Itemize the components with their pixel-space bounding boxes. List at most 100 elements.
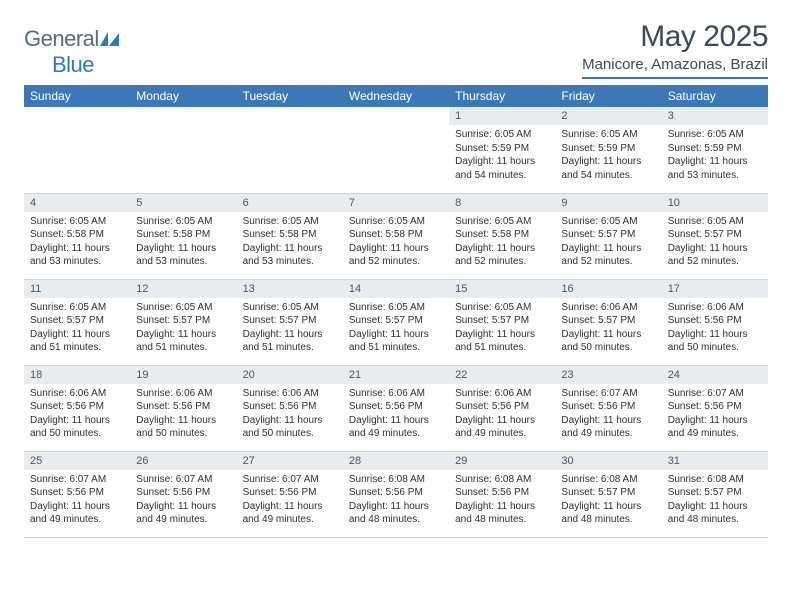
day-number: 15 xyxy=(449,280,555,298)
day-number xyxy=(343,107,449,113)
day-details: Sunrise: 6:05 AMSunset: 5:57 PMDaylight:… xyxy=(24,298,130,359)
day-number: 11 xyxy=(24,280,130,298)
day-details: Sunrise: 6:08 AMSunset: 5:56 PMDaylight:… xyxy=(449,470,555,531)
weekday-header: Sunday xyxy=(24,85,130,107)
daylight-line: Daylight: 11 hours and 53 minutes. xyxy=(243,242,337,269)
sunrise-line: Sunrise: 6:05 AM xyxy=(668,215,762,229)
sunrise-line: Sunrise: 6:05 AM xyxy=(349,301,443,315)
day-details: Sunrise: 6:05 AMSunset: 5:57 PMDaylight:… xyxy=(662,212,768,273)
day-number: 21 xyxy=(343,366,449,384)
calendar-day-cell: 2Sunrise: 6:05 AMSunset: 5:59 PMDaylight… xyxy=(555,107,661,193)
calendar-day-cell: 8Sunrise: 6:05 AMSunset: 5:58 PMDaylight… xyxy=(449,193,555,279)
day-number: 25 xyxy=(24,452,130,470)
daylight-line: Daylight: 11 hours and 50 minutes. xyxy=(136,414,230,441)
daylight-line: Daylight: 11 hours and 50 minutes. xyxy=(30,414,124,441)
sunset-line: Sunset: 5:56 PM xyxy=(136,486,230,500)
sunset-line: Sunset: 5:56 PM xyxy=(455,400,549,414)
calendar-week-row: 11Sunrise: 6:05 AMSunset: 5:57 PMDayligh… xyxy=(24,279,768,365)
day-number: 7 xyxy=(343,194,449,212)
calendar-day-cell: 5Sunrise: 6:05 AMSunset: 5:58 PMDaylight… xyxy=(130,193,236,279)
calendar-day-cell: 20Sunrise: 6:06 AMSunset: 5:56 PMDayligh… xyxy=(237,365,343,451)
daylight-line: Daylight: 11 hours and 52 minutes. xyxy=(561,242,655,269)
sunrise-line: Sunrise: 6:07 AM xyxy=(243,473,337,487)
sunset-line: Sunset: 5:57 PM xyxy=(668,486,762,500)
sunrise-line: Sunrise: 6:06 AM xyxy=(243,387,337,401)
calendar-day-cell: 17Sunrise: 6:06 AMSunset: 5:56 PMDayligh… xyxy=(662,279,768,365)
weekday-header: Tuesday xyxy=(237,85,343,107)
day-number: 13 xyxy=(237,280,343,298)
day-number: 10 xyxy=(662,194,768,212)
daylight-line: Daylight: 11 hours and 53 minutes. xyxy=(668,155,762,182)
day-details: Sunrise: 6:06 AMSunset: 5:57 PMDaylight:… xyxy=(555,298,661,359)
calendar-week-row: 18Sunrise: 6:06 AMSunset: 5:56 PMDayligh… xyxy=(24,365,768,451)
sunrise-line: Sunrise: 6:05 AM xyxy=(455,128,549,142)
calendar-day-cell: 22Sunrise: 6:06 AMSunset: 5:56 PMDayligh… xyxy=(449,365,555,451)
day-details: Sunrise: 6:08 AMSunset: 5:57 PMDaylight:… xyxy=(555,470,661,531)
sunset-line: Sunset: 5:56 PM xyxy=(455,486,549,500)
day-details: Sunrise: 6:08 AMSunset: 5:56 PMDaylight:… xyxy=(343,470,449,531)
weekday-header-row: Sunday Monday Tuesday Wednesday Thursday… xyxy=(24,85,768,107)
weekday-header: Saturday xyxy=(662,85,768,107)
brand-logo: General Blue xyxy=(24,26,120,78)
sunrise-line: Sunrise: 6:07 AM xyxy=(30,473,124,487)
sunrise-line: Sunrise: 6:05 AM xyxy=(30,215,124,229)
calendar-day-cell: 1Sunrise: 6:05 AMSunset: 5:59 PMDaylight… xyxy=(449,107,555,193)
logo-text: General Blue xyxy=(24,26,120,78)
logo-flag-icon xyxy=(100,26,120,52)
daylight-line: Daylight: 11 hours and 50 minutes. xyxy=(561,328,655,355)
day-details: Sunrise: 6:07 AMSunset: 5:56 PMDaylight:… xyxy=(24,470,130,531)
sunrise-line: Sunrise: 6:06 AM xyxy=(349,387,443,401)
day-number: 31 xyxy=(662,452,768,470)
calendar-day-cell xyxy=(237,107,343,193)
day-details: Sunrise: 6:06 AMSunset: 5:56 PMDaylight:… xyxy=(237,384,343,445)
sunset-line: Sunset: 5:59 PM xyxy=(455,142,549,156)
daylight-line: Daylight: 11 hours and 49 minutes. xyxy=(455,414,549,441)
sunset-line: Sunset: 5:56 PM xyxy=(349,486,443,500)
day-details: Sunrise: 6:07 AMSunset: 5:56 PMDaylight:… xyxy=(662,384,768,445)
sunrise-line: Sunrise: 6:08 AM xyxy=(668,473,762,487)
sunset-line: Sunset: 5:56 PM xyxy=(243,486,337,500)
daylight-line: Daylight: 11 hours and 49 minutes. xyxy=(243,500,337,527)
sunset-line: Sunset: 5:58 PM xyxy=(455,228,549,242)
daylight-line: Daylight: 11 hours and 53 minutes. xyxy=(30,242,124,269)
day-details: Sunrise: 6:05 AMSunset: 5:59 PMDaylight:… xyxy=(555,125,661,186)
sunrise-line: Sunrise: 6:05 AM xyxy=(30,301,124,315)
daylight-line: Daylight: 11 hours and 48 minutes. xyxy=(455,500,549,527)
calendar-week-row: 4Sunrise: 6:05 AMSunset: 5:58 PMDaylight… xyxy=(24,193,768,279)
sunset-line: Sunset: 5:58 PM xyxy=(243,228,337,242)
calendar-page: General Blue May 2025 Manicore, Amazonas… xyxy=(0,0,792,558)
calendar-day-cell: 26Sunrise: 6:07 AMSunset: 5:56 PMDayligh… xyxy=(130,451,236,537)
day-number xyxy=(237,107,343,113)
sunrise-line: Sunrise: 6:06 AM xyxy=(136,387,230,401)
calendar-day-cell: 14Sunrise: 6:05 AMSunset: 5:57 PMDayligh… xyxy=(343,279,449,365)
logo-word-2: Blue xyxy=(52,52,94,77)
sunset-line: Sunset: 5:59 PM xyxy=(668,142,762,156)
day-number: 30 xyxy=(555,452,661,470)
sunset-line: Sunset: 5:57 PM xyxy=(561,228,655,242)
daylight-line: Daylight: 11 hours and 51 minutes. xyxy=(136,328,230,355)
title-block: May 2025 Manicore, Amazonas, Brazil xyxy=(582,20,768,79)
calendar-week-row: 1Sunrise: 6:05 AMSunset: 5:59 PMDaylight… xyxy=(24,107,768,193)
sunset-line: Sunset: 5:57 PM xyxy=(561,486,655,500)
daylight-line: Daylight: 11 hours and 48 minutes. xyxy=(561,500,655,527)
daylight-line: Daylight: 11 hours and 49 minutes. xyxy=(349,414,443,441)
calendar-day-cell: 21Sunrise: 6:06 AMSunset: 5:56 PMDayligh… xyxy=(343,365,449,451)
day-number: 1 xyxy=(449,107,555,125)
sunrise-line: Sunrise: 6:06 AM xyxy=(561,301,655,315)
day-number: 16 xyxy=(555,280,661,298)
day-number: 22 xyxy=(449,366,555,384)
daylight-line: Daylight: 11 hours and 48 minutes. xyxy=(349,500,443,527)
calendar-day-cell xyxy=(130,107,236,193)
daylight-line: Daylight: 11 hours and 50 minutes. xyxy=(243,414,337,441)
day-details: Sunrise: 6:05 AMSunset: 5:57 PMDaylight:… xyxy=(237,298,343,359)
calendar-day-cell: 6Sunrise: 6:05 AMSunset: 5:58 PMDaylight… xyxy=(237,193,343,279)
weekday-header: Friday xyxy=(555,85,661,107)
daylight-line: Daylight: 11 hours and 51 minutes. xyxy=(243,328,337,355)
calendar-day-cell: 7Sunrise: 6:05 AMSunset: 5:58 PMDaylight… xyxy=(343,193,449,279)
day-details: Sunrise: 6:05 AMSunset: 5:59 PMDaylight:… xyxy=(449,125,555,186)
daylight-line: Daylight: 11 hours and 49 minutes. xyxy=(136,500,230,527)
calendar-day-cell: 31Sunrise: 6:08 AMSunset: 5:57 PMDayligh… xyxy=(662,451,768,537)
sunrise-line: Sunrise: 6:05 AM xyxy=(136,301,230,315)
sunrise-line: Sunrise: 6:06 AM xyxy=(30,387,124,401)
sunset-line: Sunset: 5:57 PM xyxy=(561,314,655,328)
